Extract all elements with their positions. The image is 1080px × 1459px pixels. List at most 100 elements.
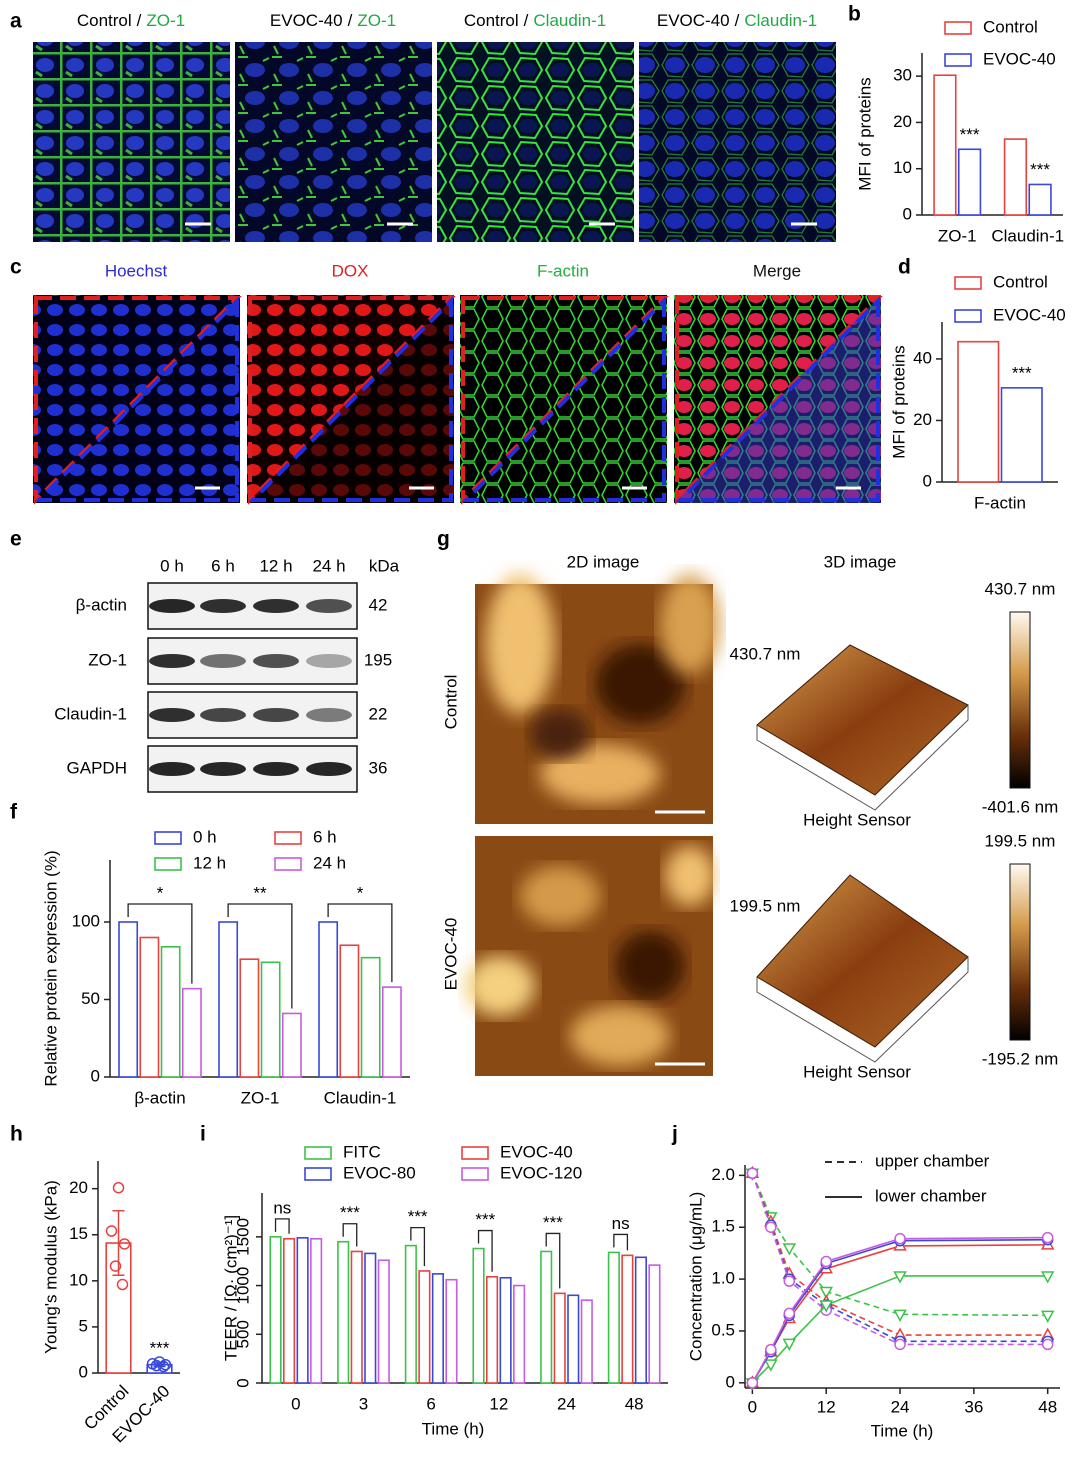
y-tick-label: 20	[913, 410, 932, 429]
blot-band	[149, 762, 195, 776]
significance: ns	[273, 1198, 291, 1217]
blot-band	[200, 762, 246, 776]
significance: ***	[150, 1338, 170, 1357]
significance-bracket	[274, 1218, 290, 1234]
significance-bracket	[342, 1223, 358, 1247]
afm-texture	[660, 574, 720, 674]
row-label: EVOC-40	[441, 918, 460, 991]
scale-max: 430.7 nm	[985, 579, 1056, 598]
data-point	[1040, 1310, 1055, 1323]
data-point	[1041, 1338, 1054, 1351]
x-tick-label: ZO-1	[241, 1088, 280, 1107]
y-tick-label: 5	[79, 1316, 88, 1335]
legend-swatch	[944, 53, 972, 67]
legend-swatch	[461, 1146, 489, 1160]
row-label: Claudin-1	[54, 704, 127, 723]
bar	[310, 1237, 323, 1384]
legend-swatch	[304, 1167, 332, 1181]
data-point	[150, 1359, 163, 1372]
x-tick-label: 12	[817, 1397, 836, 1416]
legend-label: Control	[993, 272, 1048, 291]
column-label: 3D image	[824, 552, 897, 571]
data-point	[118, 1238, 131, 1250]
afm-texture	[570, 1006, 670, 1066]
y-tick-label: 0	[233, 1378, 252, 1387]
significance: **	[253, 883, 267, 902]
data-point	[819, 1286, 833, 1300]
separator: /	[137, 11, 142, 30]
significance: ***	[1030, 160, 1050, 179]
significance: *	[357, 883, 364, 902]
bar	[648, 1264, 661, 1384]
legend-label: Control	[983, 17, 1038, 36]
height-label: 199.5 nm	[730, 896, 801, 915]
y-tick-label: 0	[903, 204, 912, 223]
x-tick-label: ZO-1	[938, 226, 977, 245]
bar	[282, 1237, 296, 1384]
blot-band	[306, 762, 352, 776]
bar	[957, 340, 1000, 483]
x-tick-label: 48	[625, 1394, 644, 1413]
panel-letter: i	[200, 1123, 206, 1146]
blot-band	[253, 599, 299, 613]
bar	[1028, 183, 1052, 216]
series-line	[751, 1238, 1048, 1384]
outline	[461, 296, 669, 505]
bar	[281, 1012, 302, 1078]
micrograph	[639, 42, 836, 242]
y-axis-label: Relative protein expression (%)	[41, 850, 60, 1086]
image-title: EVOC-40 /ZO-1	[270, 11, 396, 30]
sensor-label: Height Sensor	[803, 1062, 911, 1081]
stain-label: Claudin-1	[533, 11, 606, 30]
bar	[181, 987, 202, 1078]
x-tick-label: Claudin-1	[991, 226, 1064, 245]
afm-3d-base	[756, 957, 969, 1063]
blot-band	[253, 654, 299, 668]
image-title: EVOC-40 /Claudin-1	[657, 11, 817, 30]
data-point	[764, 1359, 778, 1372]
sample-label: EVOC-40	[270, 11, 343, 30]
y-tick-label: 0	[923, 471, 932, 490]
scale-min: -195.2 nm	[982, 1049, 1059, 1068]
bar	[553, 1292, 566, 1384]
sample-label: Control	[77, 11, 132, 30]
height-label: 430.7 nm	[730, 644, 801, 663]
afm-texture	[485, 574, 555, 714]
data-point	[782, 1338, 797, 1351]
significance-bracket	[227, 903, 293, 1009]
stain-label: ZO-1	[357, 11, 396, 30]
data-point	[893, 1271, 907, 1284]
afm-3d-base	[756, 705, 969, 811]
y-tick-label: 2.0	[711, 1165, 735, 1184]
data-point	[116, 1278, 129, 1291]
x-tick-label: 0	[748, 1397, 757, 1416]
outline	[675, 296, 883, 505]
bar	[1000, 387, 1043, 483]
panel-letter: g	[437, 528, 450, 551]
image-title: Control / Claudin-1	[464, 11, 606, 30]
separator: /	[348, 11, 353, 30]
bar	[239, 958, 260, 1078]
legend-label: FITC	[343, 1142, 381, 1161]
bar	[540, 1250, 553, 1384]
significance: ns	[612, 1214, 630, 1233]
legend-label: EVOC-80	[343, 1163, 416, 1182]
afm-texture	[520, 866, 600, 926]
x-tick-label: 36	[964, 1397, 983, 1416]
kda-label: 195	[364, 650, 392, 669]
kda-label: 22	[369, 704, 388, 723]
x-tick-label: 6	[426, 1394, 435, 1413]
bar	[580, 1299, 593, 1384]
bar	[567, 1294, 580, 1384]
bar	[269, 1236, 282, 1384]
legend-swatch	[461, 1167, 489, 1181]
image-title: F-actin	[537, 261, 589, 280]
data-point	[782, 1243, 797, 1256]
afm-texture	[595, 644, 685, 724]
legend-swatch	[154, 857, 182, 871]
significance: ***	[475, 1210, 495, 1229]
blot-band	[200, 708, 246, 722]
y-tick-label: 0	[91, 1066, 100, 1085]
afm-texture	[465, 956, 535, 1016]
data-point	[1041, 1231, 1054, 1244]
